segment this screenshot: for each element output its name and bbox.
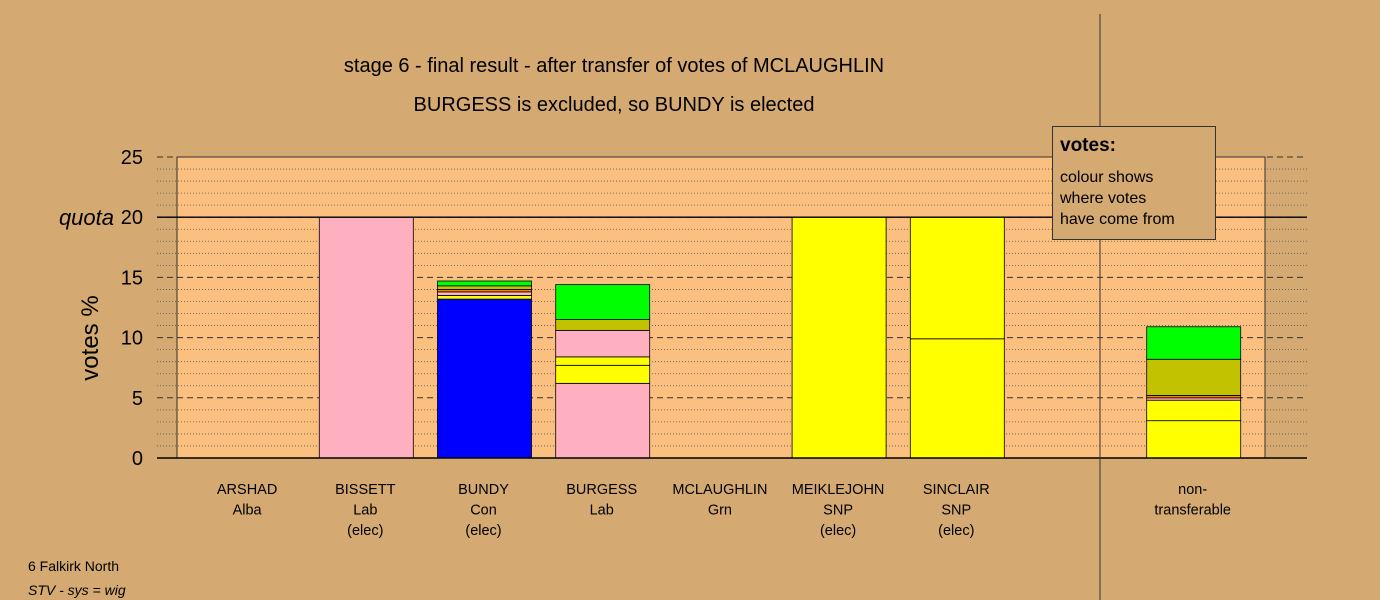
y-tick-label: 10 [121,328,143,350]
bar-segment [555,356,651,366]
bar-segment [791,216,887,459]
bar-segment [555,382,651,459]
chart-subtitle: BURGESS is excluded, so BUNDY is elected [414,94,815,116]
bar-segment [437,285,532,290]
category-name: ARSHAD [217,482,277,498]
y-tick-label: 20 [121,207,143,229]
legend-title: votes: [1060,135,1116,156]
category-party: transferable [1154,503,1231,519]
category-party: Grn [708,503,732,519]
bar-segment [555,284,651,320]
category-status: (elec) [938,523,974,539]
bar-segment [1146,420,1242,459]
category-name: SINCLAIR [923,482,990,498]
y-axis-label: votes % [77,295,104,380]
bar-segment [1146,399,1242,422]
quota-label: quota [59,205,114,230]
category-name: BURGESS [566,482,637,498]
category-status: (elec) [347,523,383,539]
bar-segment [437,295,532,300]
bar-segment [437,291,532,296]
category-name: MEIKLEJOHN [792,482,885,498]
category-name: BISSETT [335,482,396,498]
bar-segment [1146,326,1242,360]
y-tick-label: 5 [132,388,143,410]
legend-text: colour shows where votes have come from [1060,167,1208,230]
category-name: BUNDY [458,482,509,498]
category-status: (elec) [820,523,856,539]
legend-line: colour shows [1060,169,1154,186]
category-party: Lab [353,503,377,519]
legend-box: votes: colour shows where votes have com… [1052,126,1216,240]
category-name: non- [1178,482,1207,498]
category-party: SNP [941,503,971,519]
y-tick-label: 0 [132,448,143,470]
system-label: STV - sys = wig [28,582,126,598]
bar-segment [318,216,414,459]
chart-title: stage 6 - final result - after transfer … [344,55,884,77]
bar-segment [555,319,651,331]
legend-line: where votes [1060,190,1147,207]
y-tick-label: 15 [121,267,143,289]
category-status: (elec) [465,523,501,539]
bar-segment [437,280,532,287]
bar-segment [555,364,651,384]
constituency-label: 6 Falkirk North [28,558,120,574]
axes: 0 5 10 15 20 25 quota ARSHAD Alba BISSETT Lab (elec… [59,14,1307,600]
category-party: Con [470,503,497,519]
bar-segment [555,329,651,358]
bar-segment [1146,358,1242,396]
category-party: SNP [823,503,853,519]
bar-segment [437,298,532,459]
category-party: Lab [590,503,614,519]
y-tick-label: 25 [121,147,143,169]
category-name: MCLAUGHLIN [672,482,767,498]
category-party: Alba [233,503,263,519]
legend-line: have come from [1060,211,1175,228]
bar-segment [909,338,1005,459]
bar-segment [909,216,1005,340]
